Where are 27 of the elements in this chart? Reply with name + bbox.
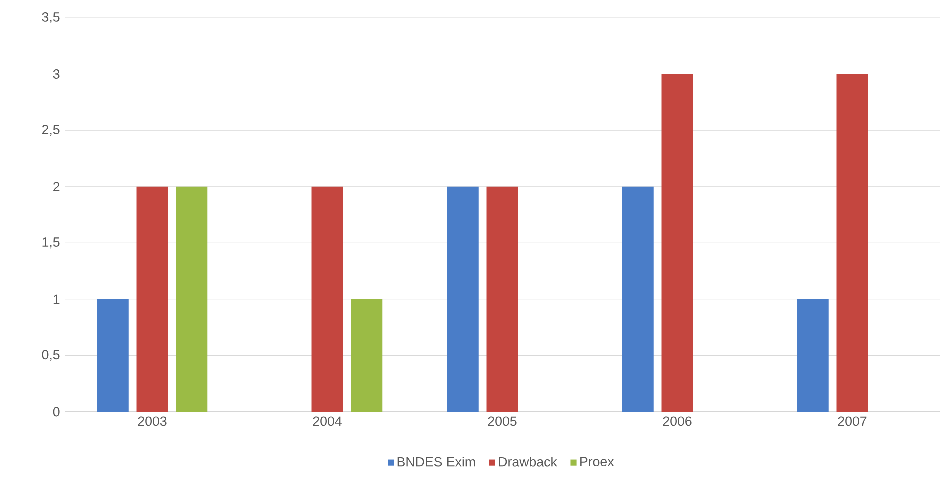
bar — [622, 186, 654, 412]
y-tick-label: 1,5 — [42, 238, 60, 249]
bar — [97, 299, 129, 412]
x-tick-label: 2006 — [663, 416, 692, 426]
legend-label: Drawback — [499, 456, 558, 467]
legend-label: Proex — [580, 457, 614, 467]
y-tick-label: 0 — [53, 407, 60, 417]
x-tick-label: 2003 — [138, 416, 167, 426]
bar — [351, 299, 383, 412]
bar — [176, 186, 208, 412]
bar — [136, 186, 168, 412]
y-tick-label: 2,5 — [42, 125, 60, 136]
bar — [312, 186, 344, 412]
y-tick-label: 0,5 — [42, 350, 60, 362]
x-tick-label: 2007 — [838, 416, 867, 426]
bar — [836, 74, 868, 412]
bar — [447, 186, 479, 412]
y-tick-label: 1 — [54, 294, 60, 304]
y-tick-label: 3 — [53, 70, 60, 79]
y-tick-label: 3,5 — [42, 12, 60, 24]
bar — [486, 186, 518, 412]
legend-label: BNDES Exim — [398, 456, 476, 467]
x-tick-label: 2005 — [488, 416, 517, 426]
bar — [662, 74, 694, 412]
bar — [797, 299, 829, 412]
y-tick-label: 2 — [54, 182, 60, 192]
x-tick-label: 2004 — [313, 416, 342, 426]
